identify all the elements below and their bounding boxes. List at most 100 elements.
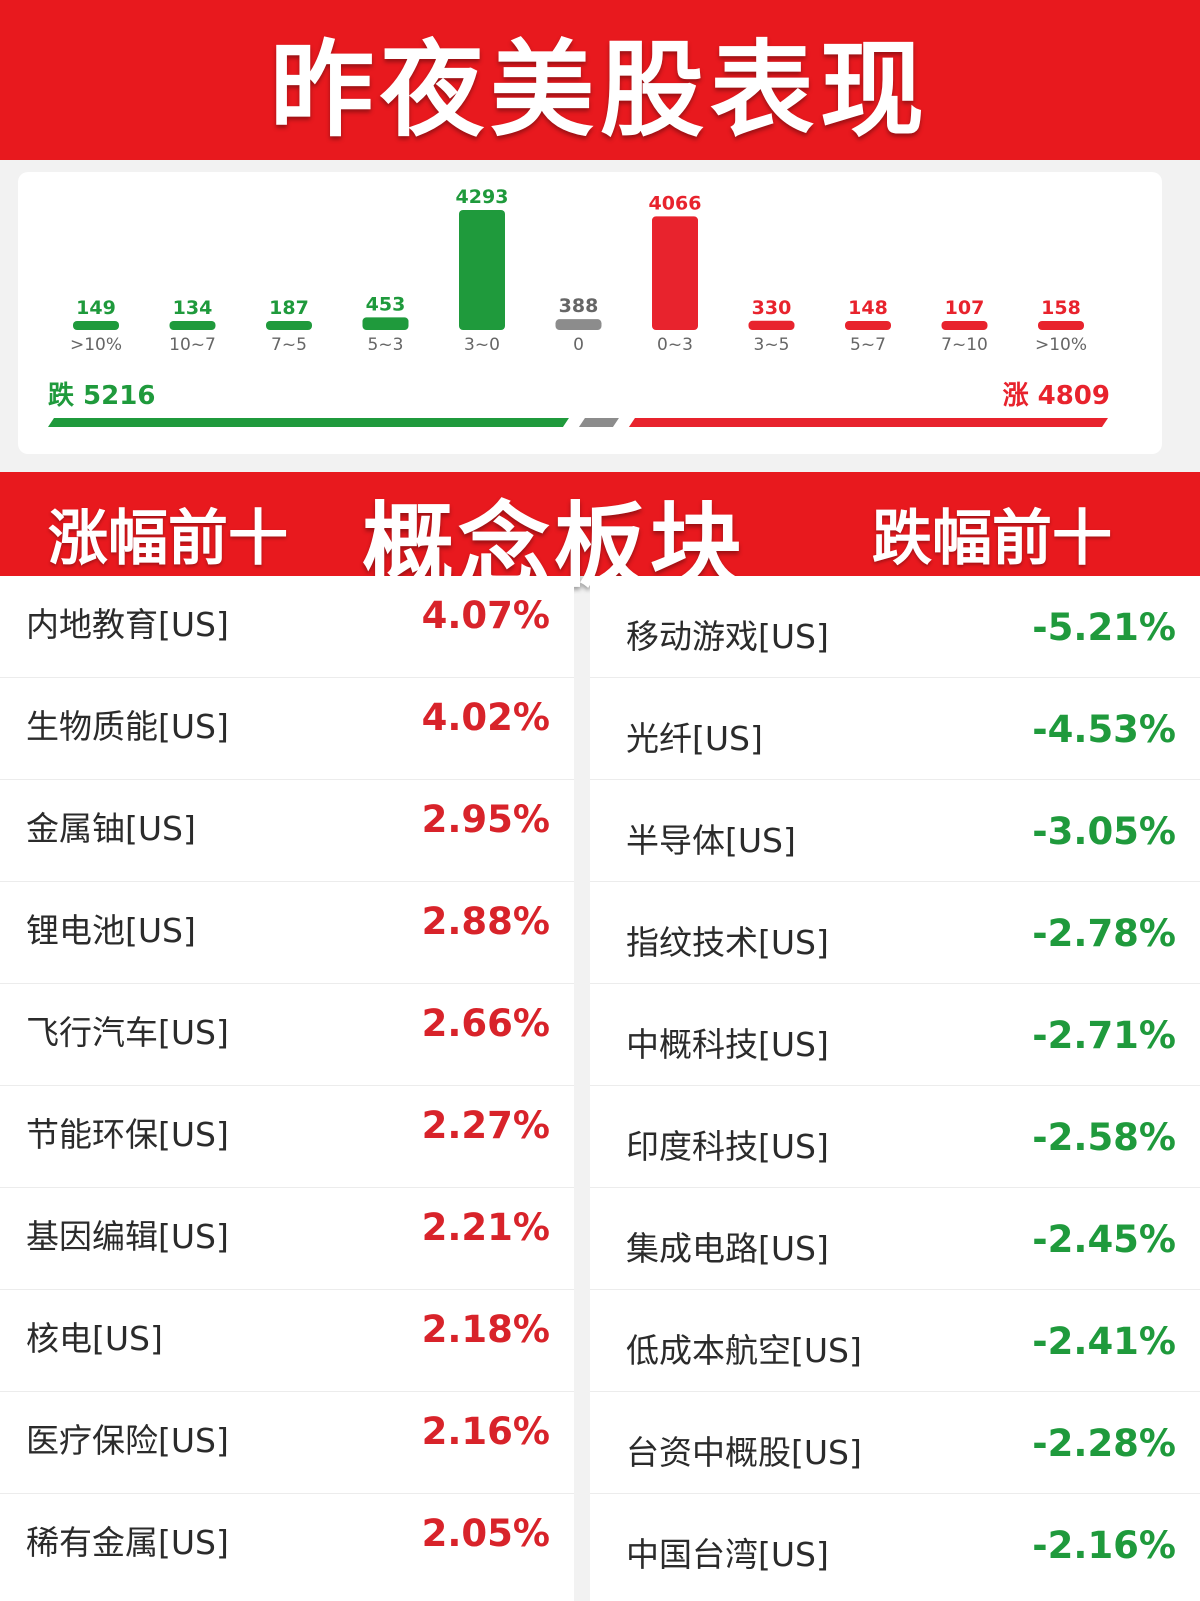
sector-change: -2.45% — [1032, 1218, 1176, 1261]
sector-name: 金属铀[US] — [26, 809, 196, 848]
bar-6 — [652, 216, 698, 330]
bar-0 — [73, 321, 119, 330]
sector-name: 稀有金属[US] — [26, 1523, 229, 1562]
sector-change: -4.53% — [1032, 708, 1176, 751]
bar-9 — [941, 321, 988, 330]
bar-category-label: 10~7 — [169, 335, 216, 355]
bar-value-label: 107 — [945, 297, 985, 319]
sector-name: 光纤[US] — [626, 719, 763, 758]
ratio-up-segment — [628, 418, 1108, 427]
bar-value-label: 134 — [173, 297, 213, 319]
gainer-row[interactable]: 医疗保险[US] 2.16% — [0, 1392, 574, 1494]
losers-list: 移动游戏[US] -5.21% 光纤[US] -4.53% 半导体[US] -3.05… — [590, 576, 1200, 1601]
bar-category-label: >10% — [70, 335, 122, 355]
gainer-row[interactable]: 锂电池[US] 2.88% — [0, 882, 574, 984]
sector-change: 2.88% — [421, 900, 550, 943]
distribution-chart: 149 >10% 134 10~7 187 7~5 453 5~3 4293 3~0 388 0 406… — [48, 186, 1110, 427]
bar-10 — [1038, 321, 1084, 330]
losers-title: 跌幅前十 — [872, 504, 1112, 574]
loser-row[interactable]: 集成电路[US] -2.45% — [590, 1188, 1200, 1290]
sector-change: -2.71% — [1032, 1014, 1176, 1057]
sector-name: 中概科技[US] — [626, 1025, 829, 1064]
sector-change: -5.21% — [1032, 606, 1176, 649]
sector-name: 中国台湾[US] — [626, 1535, 829, 1574]
sector-name: 生物质能[US] — [26, 707, 229, 746]
bar-2 — [266, 321, 312, 330]
sector-change: 4.02% — [421, 696, 550, 739]
bar-category-label: 3~5 — [754, 335, 790, 355]
bar-value-label: 4293 — [456, 186, 509, 208]
sector-name: 医疗保险[US] — [26, 1421, 229, 1460]
sector-name: 节能环保[US] — [26, 1115, 229, 1154]
bar-value-label: 149 — [76, 297, 116, 319]
gainer-row[interactable]: 稀有金属[US] 2.05% — [0, 1494, 574, 1596]
gainer-row[interactable]: 内地教育[US] 4.07% — [0, 576, 574, 678]
sector-change: -3.05% — [1032, 810, 1176, 853]
loser-row[interactable]: 低成本航空[US] -2.41% — [590, 1290, 1200, 1392]
sector-change: 2.21% — [421, 1206, 550, 1249]
concept-band: 涨幅前十 概念板块 跌幅前十 — [0, 472, 1200, 600]
bar-value-label: 330 — [752, 297, 792, 319]
bar-category-label: 0~3 — [657, 335, 693, 355]
bar-value-label: 4066 — [649, 192, 702, 214]
bar-category-label: >10% — [1035, 335, 1087, 355]
bar-7 — [748, 320, 795, 330]
sector-name: 锂电池[US] — [26, 911, 196, 950]
sector-name: 基因编辑[US] — [26, 1217, 229, 1256]
loser-row[interactable]: 光纤[US] -4.53% — [590, 678, 1200, 780]
loser-row[interactable]: 中国台湾[US] -2.16% — [590, 1494, 1200, 1596]
sector-change: 2.05% — [421, 1512, 550, 1555]
bar-category-label: 7~10 — [941, 335, 988, 355]
loser-row[interactable]: 移动游戏[US] -5.21% — [590, 576, 1200, 678]
gainer-row[interactable]: 生物质能[US] 4.02% — [0, 678, 574, 780]
gainer-row[interactable]: 金属铀[US] 2.95% — [0, 780, 574, 882]
bar-category-label: 3~0 — [464, 335, 500, 355]
page-title: 昨夜美股表现 — [269, 28, 930, 151]
sector-change: 2.18% — [421, 1308, 550, 1351]
sector-name: 内地教育[US] — [26, 605, 229, 644]
bar-value-label: 158 — [1041, 297, 1081, 319]
loser-row[interactable]: 指纹技术[US] -2.78% — [590, 882, 1200, 984]
loser-row[interactable]: 半导体[US] -3.05% — [590, 780, 1200, 882]
sector-change: 2.95% — [421, 798, 550, 841]
bar-1 — [169, 321, 216, 330]
gainers-title: 涨幅前十 — [48, 504, 288, 574]
down-count-label: 跌 5216 — [48, 381, 155, 411]
ratio-down-segment — [48, 418, 569, 427]
bar-5 — [555, 319, 602, 330]
gainer-row[interactable]: 基因编辑[US] 2.21% — [0, 1188, 574, 1290]
gainer-row[interactable]: 节能环保[US] 2.27% — [0, 1086, 574, 1188]
up-down-ratio-bar — [48, 418, 1108, 427]
sector-name: 印度科技[US] — [626, 1127, 829, 1166]
loser-row[interactable]: 印度科技[US] -2.58% — [590, 1086, 1200, 1188]
sector-name: 集成电路[US] — [626, 1229, 829, 1268]
sector-name: 移动游戏[US] — [626, 617, 829, 656]
sector-name: 台资中概股[US] — [626, 1433, 862, 1472]
ratio-flat-segment — [578, 418, 619, 427]
sector-name: 核电[US] — [26, 1319, 163, 1358]
sector-change: -2.16% — [1032, 1524, 1176, 1567]
header-banner: 昨夜美股表现 — [0, 0, 1200, 160]
distribution-panel: 149 >10% 134 10~7 187 7~5 453 5~3 4293 3~0 388 0 406… — [18, 172, 1162, 454]
sector-change: 2.16% — [421, 1410, 550, 1453]
bar-value-label: 453 — [366, 293, 406, 315]
bar-value-label: 187 — [269, 297, 309, 319]
bar-value-label: 388 — [559, 295, 599, 317]
sector-name: 低成本航空[US] — [626, 1331, 862, 1370]
loser-row[interactable]: 中概科技[US] -2.71% — [590, 984, 1200, 1086]
bar-category-label: 5~7 — [850, 335, 886, 355]
sector-change: -2.41% — [1032, 1320, 1176, 1363]
sector-name: 指纹技术[US] — [626, 923, 829, 962]
sector-change: 2.66% — [421, 1002, 550, 1045]
sector-change: -2.58% — [1032, 1116, 1176, 1159]
up-count-label: 涨 4809 — [1003, 381, 1110, 411]
bar-category-label: 0 — [573, 335, 584, 355]
sector-change: 4.07% — [421, 594, 550, 637]
sector-change: -2.28% — [1032, 1422, 1176, 1465]
bar-category-label: 7~5 — [271, 335, 307, 355]
gainer-row[interactable]: 飞行汽车[US] 2.66% — [0, 984, 574, 1086]
bar-category-label: 5~3 — [368, 335, 404, 355]
loser-row[interactable]: 台资中概股[US] -2.28% — [590, 1392, 1200, 1494]
gainer-row[interactable]: 核电[US] 2.18% — [0, 1290, 574, 1392]
sector-change: 2.27% — [421, 1104, 550, 1147]
